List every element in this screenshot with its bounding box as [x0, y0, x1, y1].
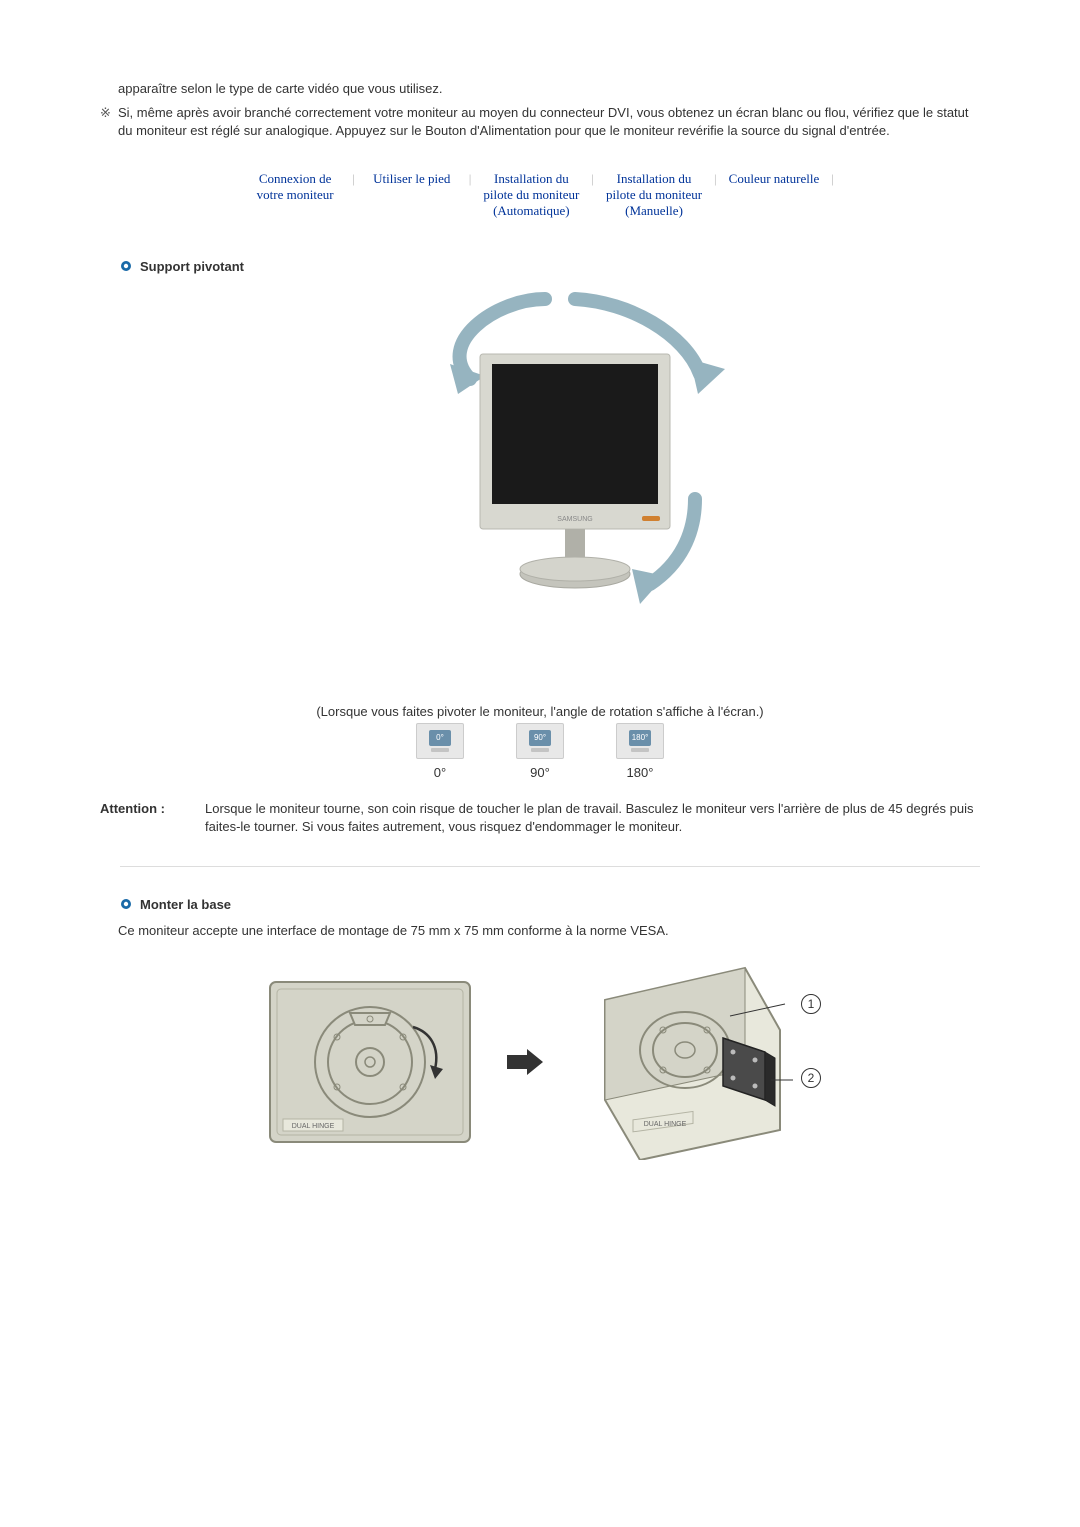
- nav-label: pilote du moniteur: [483, 187, 579, 203]
- vesa-text: Ce moniteur accepte une interface de mon…: [118, 922, 980, 940]
- angle-tv-base: [631, 748, 649, 752]
- callout-number: 1: [801, 994, 821, 1014]
- nav-separator: |: [714, 171, 717, 187]
- monitor-rotation-figure: SAMSUNG: [100, 284, 980, 644]
- angle-label: 90°: [530, 765, 550, 780]
- angle-icon: 90°: [516, 723, 564, 759]
- section-title-label: Monter la base: [140, 897, 231, 912]
- nav-separator: |: [469, 171, 472, 187]
- bullet-mark: ※: [100, 104, 118, 122]
- angle-item-180: 180° 180°: [605, 723, 675, 780]
- nav-utiliser-pied[interactable]: Utiliser le pied: [363, 171, 461, 187]
- section-title-support-pivotant: Support pivotant: [120, 259, 980, 274]
- nav-label: Utiliser le pied: [367, 171, 457, 187]
- attention-text: Lorsque le moniteur tourne, son coin ris…: [205, 800, 980, 836]
- nav-label: (Automatique): [483, 203, 579, 219]
- base-right-wrap: DUAL HINGE 1 2: [575, 960, 815, 1163]
- angle-row: 0° 0° 90° 90° 180° 180°: [100, 723, 980, 780]
- nav-installation-auto[interactable]: Installation du pilote du moniteur (Auto…: [479, 171, 583, 219]
- nav-separator: |: [352, 171, 355, 187]
- nav-label: Connexion de: [250, 171, 340, 187]
- nav-separator: |: [591, 171, 594, 187]
- base-left-svg: DUAL HINGE: [265, 977, 475, 1147]
- nav-label: pilote du moniteur: [606, 187, 702, 203]
- angle-icon: 0°: [416, 723, 464, 759]
- base-mount-figure: DUAL HINGE: [100, 960, 980, 1163]
- dvi-note-row: ※ Si, même après avoir branché correctem…: [100, 104, 980, 140]
- bullet-icon: [120, 260, 132, 272]
- angle-item-0: 0° 0°: [405, 723, 475, 780]
- nav-label: Installation du: [483, 171, 579, 187]
- intro-text: apparaître selon le type de carte vidéo …: [118, 80, 980, 98]
- attention-row: Attention : Lorsque le moniteur tourne, …: [100, 800, 980, 836]
- angle-label: 0°: [434, 765, 446, 780]
- section-title-label: Support pivotant: [140, 259, 244, 274]
- monitor-brand-text: SAMSUNG: [557, 516, 592, 523]
- angle-icon: 180°: [616, 723, 664, 759]
- angle-label: 180°: [627, 765, 654, 780]
- angle-tv-label: 90°: [529, 730, 551, 746]
- nav-separator: |: [831, 171, 834, 187]
- nav-label: (Manuelle): [606, 203, 702, 219]
- attention-label: Attention :: [100, 800, 205, 818]
- callout-1: 1: [801, 994, 821, 1014]
- nav-installation-manuelle[interactable]: Installation du pilote du moniteur (Manu…: [602, 171, 706, 219]
- angle-tv-label: 180°: [629, 730, 651, 746]
- angle-item-90: 90° 90°: [505, 723, 575, 780]
- section-title-monter-base: Monter la base: [120, 897, 980, 912]
- bullet-text: Si, même après avoir branché correctemen…: [118, 104, 980, 140]
- rotation-note: (Lorsque vous faites pivoter le moniteur…: [100, 704, 980, 719]
- dual-hinge-label: DUAL HINGE: [292, 1123, 335, 1130]
- bullet-icon: [120, 898, 132, 910]
- nav-label: Installation du: [606, 171, 702, 187]
- arrow-right-icon: [505, 1047, 545, 1077]
- angle-tv-label: 0°: [429, 730, 451, 746]
- svg-text:DUAL HINGE: DUAL HINGE: [644, 1121, 687, 1128]
- nav-label: Couleur naturelle: [729, 171, 820, 187]
- nav-connexion[interactable]: Connexion de votre moniteur: [246, 171, 344, 203]
- angle-tv-base: [431, 748, 449, 752]
- section-divider: [120, 866, 980, 867]
- angle-tv-base: [531, 748, 549, 752]
- callout-number: 2: [801, 1068, 821, 1088]
- base-right-svg: DUAL HINGE: [575, 960, 815, 1160]
- nav-label: votre moniteur: [250, 187, 340, 203]
- callout-2: 2: [801, 1068, 821, 1088]
- nav-row: Connexion de votre moniteur | Utiliser l…: [100, 171, 980, 219]
- nav-couleur-naturelle[interactable]: Couleur naturelle: [725, 171, 824, 187]
